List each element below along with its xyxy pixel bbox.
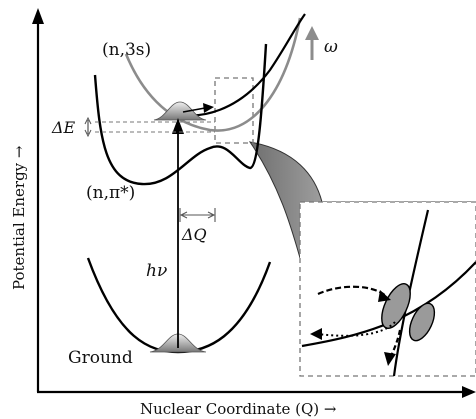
delta-q-arrow-right bbox=[207, 211, 216, 219]
excited-wavepacket bbox=[153, 101, 207, 121]
wavepacket-motion-arrow bbox=[182, 107, 206, 113]
y-axis-label: Potential Energy → bbox=[10, 145, 28, 290]
inset-wavepacket-right bbox=[408, 302, 436, 342]
excitation-label: hν bbox=[146, 261, 167, 281]
inset-dotted-arrowhead-lower bbox=[310, 328, 322, 340]
excitation-arrowhead bbox=[172, 118, 184, 134]
inset-dashed-arrowhead-upper bbox=[378, 290, 391, 302]
omega-label: ω bbox=[324, 37, 338, 57]
y-axis-arrowhead bbox=[32, 8, 44, 24]
inset-dotted-path-lower bbox=[317, 321, 396, 337]
wavepacket-motion-arrowhead bbox=[203, 103, 214, 113]
rydberg-state-label: (n,3s) bbox=[102, 40, 151, 60]
zoom-inset-box bbox=[299, 201, 476, 377]
delta-q-arrow-left bbox=[179, 211, 188, 219]
delta-e-label: ΔE bbox=[51, 118, 76, 137]
valence-state-label: (n,π*) bbox=[86, 183, 135, 203]
x-axis-arrowhead bbox=[462, 386, 476, 398]
x-axis-label: Nuclear Coordinate (Q) → bbox=[140, 400, 337, 418]
inset-dashed-arrowhead-down bbox=[384, 352, 396, 366]
delta-q-label: ΔQ bbox=[181, 225, 207, 244]
crossing-curve bbox=[169, 13, 306, 117]
delta-e-arrow-down bbox=[84, 129, 92, 138]
delta-e-arrow-up bbox=[84, 116, 92, 125]
ground-state-label: Ground bbox=[68, 348, 133, 368]
omega-arrowhead bbox=[305, 26, 319, 40]
rydberg-state-curve bbox=[124, 17, 302, 132]
valence-state-curve bbox=[93, 43, 268, 186]
